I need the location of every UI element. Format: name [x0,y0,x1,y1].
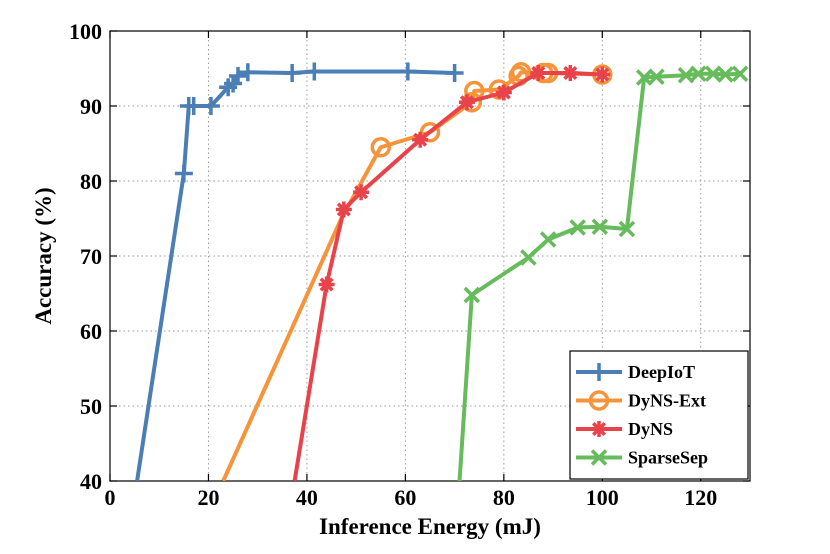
legend-label: SparseSep [628,448,708,468]
data-point-dyns [594,66,611,83]
legend-label: DyNS [628,419,673,439]
x-tick-label: 120 [684,485,717,510]
x-axis-label: Inference Energy (mJ) [319,514,541,539]
ticks-layer: 0 20 40 60 80 100 120 40 50 60 70 80 90 100 [69,19,750,510]
x-tick-label: 100 [586,485,619,510]
series-dyns [292,65,611,481]
y-tick-label: 90 [80,94,102,119]
legend-marker [590,449,608,466]
x-tick-label: 80 [493,485,515,510]
x-tick-label: 20 [197,485,219,510]
x-tick-label: 60 [394,485,416,510]
data-point-deepiot [184,97,203,115]
data-point-deepiot [445,64,464,82]
legend-marker [590,363,608,381]
data-point-deepiot [229,67,247,85]
x-tick-label: 40 [296,485,318,510]
data-point-dyns [458,94,475,111]
data-point-deepiot [305,62,324,81]
data-point-dyns [412,131,429,148]
data-point-sparsesep [690,65,707,82]
data-point-sparsesep [591,218,609,235]
data-point-dyns [318,276,335,293]
data-point-deepiot [201,97,220,115]
legend-label: DyNS-Ext [628,391,706,411]
data-point-sparsesep [463,286,481,304]
legend: DeepIoT DyNS-Ext DyNS SparseSep [569,350,749,480]
data-point-deepiot [398,62,417,81]
series-layer [135,62,749,481]
data-point-sparsesep [569,219,586,236]
x-tick-label: 0 [105,485,116,510]
data-point-dyns [495,84,512,101]
y-tick-label: 100 [69,19,102,44]
data-point-dyns-ext [370,137,392,158]
data-point-deepiot [283,64,302,82]
legend-item-dyns-ext: DyNS-Ext [576,390,706,411]
series-deepiot [135,62,464,481]
data-point-sparsesep [648,68,665,85]
data-point-dyns [353,184,370,201]
data-point-sparsesep [731,65,749,82]
data-point-sparsesep [520,249,537,266]
y-axis-label: Accuracy (%) [31,187,56,324]
series-line-dyns-ext [221,70,603,481]
data-point-sparsesep [717,66,734,83]
y-tick-label: 80 [80,169,102,194]
data-point-sparsesep [539,231,557,248]
y-tick-label: 50 [80,394,102,419]
series-line-dyns [292,71,603,481]
data-point-sparsesep [618,220,636,238]
data-point-dyns [335,201,352,218]
legend-marker [591,421,607,437]
data-point-dyns [562,65,579,81]
y-tick-label: 40 [80,469,102,494]
data-point-dyns [530,65,547,81]
legend-item-dyns: DyNS [576,419,673,439]
data-point-deepiot [174,164,193,183]
series-dyns-ext [221,62,613,481]
legend-label: DeepIoT [628,362,695,382]
y-tick-label: 70 [80,244,102,269]
legend-item-sparsesep: SparseSep [576,448,708,468]
data-point-deepiot [238,63,257,82]
series-line-deepiot [135,69,455,481]
y-tick-label: 60 [80,319,102,344]
legend-marker [588,390,610,411]
series-sparsesep [457,65,749,481]
legend-item-deepiot: DeepIoT [576,362,695,382]
